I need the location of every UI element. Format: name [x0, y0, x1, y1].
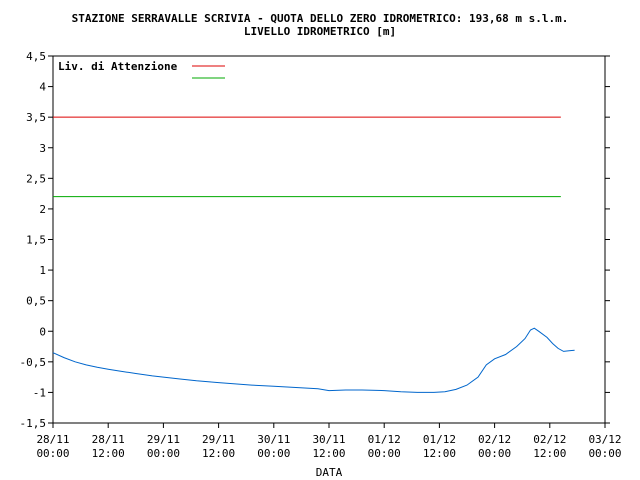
x-tick-time: 00:00: [257, 447, 290, 460]
y-tick-label: 3,5: [26, 111, 46, 124]
x-tick-time: 00:00: [588, 447, 621, 460]
y-tick-label: 4,5: [26, 50, 46, 63]
x-tick-date: 29/11: [202, 433, 235, 446]
y-tick-label: 1,5: [26, 234, 46, 247]
y-tick-label: 2,5: [26, 172, 46, 185]
y-tick-label: 0,5: [26, 295, 46, 308]
x-tick-date: 01/12: [368, 433, 401, 446]
chart-title: STAZIONE SERRAVALLE SCRIVIA - QUOTA DELL…: [72, 12, 569, 25]
threshold-lines: [53, 116, 561, 198]
x-tick-time: 12:00: [202, 447, 235, 460]
legend: Liv. di Attenzione: [58, 60, 225, 79]
y-tick-label: 3: [39, 142, 46, 155]
x-tick-date: 29/11: [147, 433, 180, 446]
x-axis: 28/1100:0028/1112:0029/1100:0029/1112:00…: [36, 423, 622, 460]
x-tick-date: 30/11: [257, 433, 290, 446]
chart-subtitle: LIVELLO IDROMETRICO [m]: [244, 25, 396, 38]
x-tick-date: 28/11: [36, 433, 69, 446]
y-tick-label: -1: [33, 386, 46, 399]
x-tick-time: 00:00: [368, 447, 401, 460]
x-tick-date: 02/12: [478, 433, 511, 446]
series-line: [52, 327, 575, 393]
x-tick-time: 12:00: [533, 447, 566, 460]
y-tick-label: 2: [39, 203, 46, 216]
x-tick-time: 12:00: [423, 447, 456, 460]
x-tick-time: 12:00: [312, 447, 345, 460]
x-tick-time: 12:00: [92, 447, 125, 460]
y-tick-label: -1,5: [20, 417, 47, 430]
y-tick-label: -0,5: [20, 356, 47, 369]
x-tick-time: 00:00: [147, 447, 180, 460]
y-tick-label: 0: [39, 325, 46, 338]
x-axis-label: DATA: [316, 466, 343, 479]
x-tick-date: 01/12: [423, 433, 456, 446]
plot-area: [52, 55, 606, 424]
x-tick-date: 30/11: [312, 433, 345, 446]
x-tick-date: 28/11: [92, 433, 125, 446]
y-tick-label: 4: [39, 81, 46, 94]
series-layer: [52, 327, 575, 393]
x-tick-date: 02/12: [533, 433, 566, 446]
x-tick-time: 00:00: [478, 447, 511, 460]
x-tick-time: 00:00: [36, 447, 69, 460]
y-tick-label: 1: [39, 264, 46, 277]
y-axis: 4,5 4 3,5 3 2,5 2 1,5 1 0,5 0 -0,5 -1 -1,5: [20, 50, 610, 430]
legend-label: Liv. di Attenzione: [58, 60, 178, 73]
x-tick-date: 03/12: [588, 433, 621, 446]
